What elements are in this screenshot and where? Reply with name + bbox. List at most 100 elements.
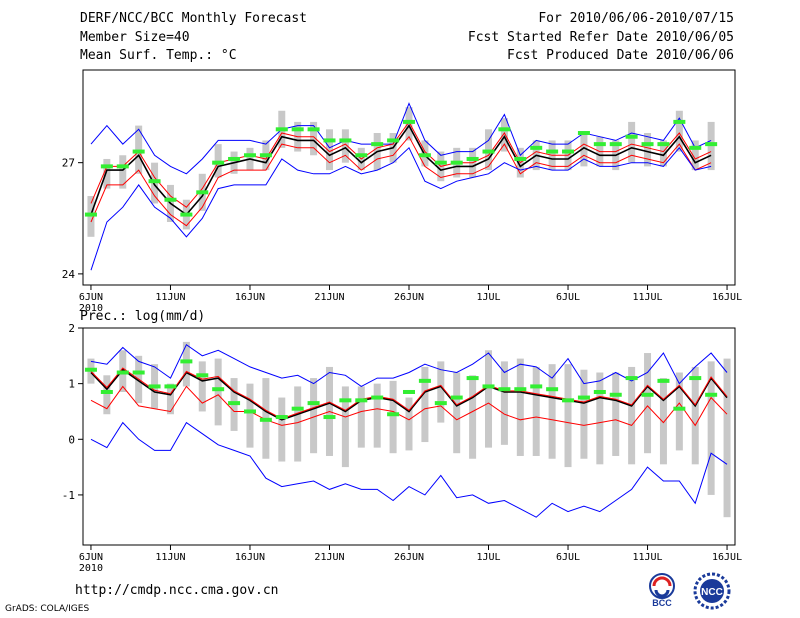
spread-bar [294,386,302,462]
observed-marker [434,160,447,165]
spread-bar [325,129,333,171]
observed-marker [482,149,495,154]
observed-marker [482,384,495,389]
observed-marker [243,409,256,414]
observed-marker [562,398,575,403]
series-min-line [90,146,712,271]
spread-bar [564,364,572,468]
x-tick-label: 1JUL [476,552,500,563]
spread-bar [341,386,349,468]
series-max-line [90,343,728,387]
observed-marker [228,401,241,406]
spread-bar [500,118,508,152]
spread-bar [500,361,508,445]
x-tick-year: 2010 [79,303,103,314]
observed-marker [307,401,320,406]
spread-bar [644,133,652,167]
spread-bar [691,366,699,465]
observed-marker [593,389,606,394]
observed-marker [323,138,336,143]
observed-marker [657,142,670,147]
bcc-logo-text: BCC [652,598,672,608]
observed-marker [196,190,209,195]
observed-marker [450,395,463,400]
spread-bar [421,366,429,443]
observed-marker [609,392,622,397]
x-tick-year: 2010 [79,563,103,574]
series-lower_mid-line [90,385,728,427]
source-url[interactable]: http://cmdp.ncc.cma.gov.cn [75,583,279,598]
y-tick-label: 1 [68,378,75,391]
observed-marker [291,406,304,411]
observed-marker [546,387,559,392]
observed-marker [625,134,638,139]
spread-bar [675,110,683,152]
ncc-logo: NCC [693,572,731,610]
spread-bar [675,372,683,451]
observed-marker [275,127,288,132]
y-tick-label: 27 [62,157,75,170]
observed-marker [673,406,686,411]
observed-marker [705,142,718,147]
x-tick-label: 21JUN [314,552,344,563]
series-mean-line [90,368,728,421]
y-tick-label: -1 [62,489,75,502]
observed-marker [450,160,463,165]
observed-marker [116,370,129,375]
spread-bar [119,155,127,189]
observed-marker [148,179,161,184]
series-upper_mid-line [90,120,712,208]
observed-marker [498,387,511,392]
spread-bar [437,361,445,423]
spread-bar [246,383,254,448]
bcc-logo: BCC [649,573,675,608]
x-tick-label: 6JUN [79,292,103,303]
spread-bar [405,397,413,451]
observed-marker [689,145,702,150]
forecast-started-date: Fcst Started Refer Date 2010/06/05 [467,30,734,45]
observed-marker [498,127,511,132]
observed-marker [673,119,686,124]
observed-marker [371,142,384,147]
spread-bar [373,383,381,448]
grads-credit: GrADS: COLA/IGES [5,604,90,614]
spread-bar [580,369,588,459]
spread-bar [182,341,190,387]
spread-bar [166,383,174,415]
x-tick-label: 16JUL [712,552,742,563]
observed-marker [180,212,193,217]
observed-marker [84,367,97,372]
spread-bar [628,366,636,465]
spread-bar [198,361,206,412]
x-tick-label: 11JUN [155,292,185,303]
spread-bar [644,353,652,454]
observed-marker [371,395,384,400]
observed-marker [116,164,129,169]
observed-marker [84,212,97,217]
spread-bar [659,378,667,465]
x-tick-label: 16JUL [712,292,742,303]
observed-marker [339,398,352,403]
spread-bar [580,133,588,167]
observed-marker [212,387,225,392]
observed-marker [514,387,527,392]
spread-bar [612,372,620,456]
chart-title: DERF/NCC/BCC Monthly Forecast [80,11,307,26]
observed-marker [577,131,590,136]
observed-marker [546,149,559,154]
spread-bar [485,350,493,448]
observed-marker [577,395,590,400]
observed-marker [641,392,654,397]
y-tick-label: 2 [68,322,75,335]
forecast-period: For 2010/06/06-2010/07/15 [538,11,734,26]
x-tick-label: 16JUN [235,552,265,563]
spread-bar [278,397,286,462]
x-tick-label: 6JUL [556,552,580,563]
observed-marker [593,142,606,147]
observed-marker [562,149,575,154]
spread-bar [103,158,111,189]
spread-bar [516,358,524,456]
